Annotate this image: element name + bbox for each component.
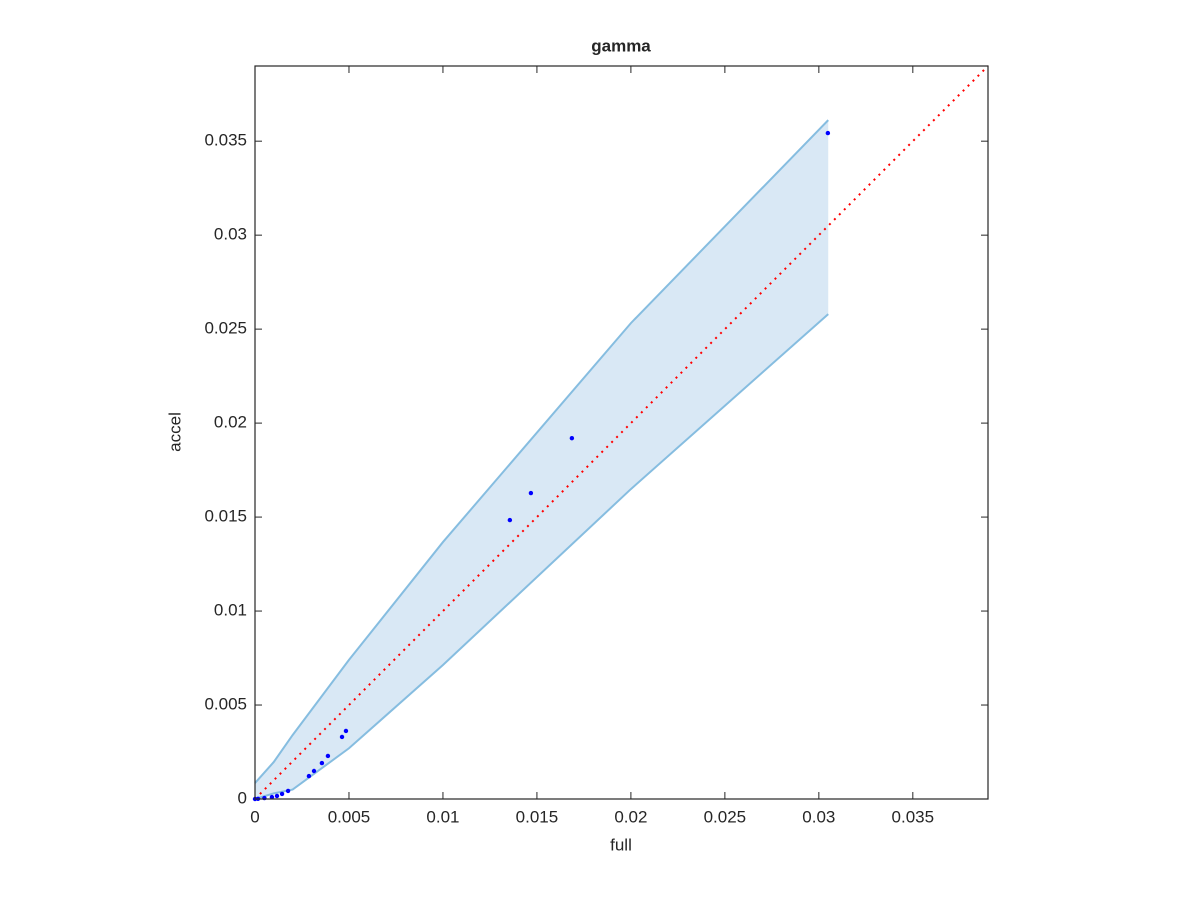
scatter-point <box>339 734 345 740</box>
y-tick-label: 0.005 <box>204 695 247 714</box>
scatter-point <box>262 795 267 801</box>
y-tick-label: 0.02 <box>214 413 247 432</box>
axes-box <box>254 65 989 800</box>
y-tick-label: 0.03 <box>214 225 247 244</box>
y-tick-label: 0.025 <box>204 319 247 338</box>
scatter-point <box>311 768 317 774</box>
reference-line <box>254 65 989 800</box>
x-tick-label: 0.02 <box>614 807 647 826</box>
scatter-point <box>269 794 275 800</box>
y-tick-label: 0 <box>238 788 247 807</box>
scatter-point <box>274 793 280 799</box>
x-tick-label: 0.01 <box>426 807 459 826</box>
x-axis-label: full <box>610 835 632 854</box>
x-tick-label: 0.035 <box>892 807 935 826</box>
scatter-point <box>528 490 534 496</box>
scatter-point <box>325 753 331 759</box>
x-tick-label: 0.015 <box>516 807 559 826</box>
chart-title: gamma <box>591 36 651 55</box>
scatter-point <box>306 773 312 779</box>
x-tick-label: 0.03 <box>802 807 835 826</box>
x-tick-label: 0 <box>250 807 259 826</box>
scatter-point <box>825 130 831 136</box>
scatter-point <box>285 788 291 794</box>
band-lower <box>254 313 829 800</box>
scatter-point <box>507 517 513 523</box>
scatter-point <box>343 728 349 734</box>
scatter-point <box>569 435 575 441</box>
scatter-point <box>279 791 285 797</box>
confidence-band <box>255 120 829 800</box>
y-tick-label: 0.015 <box>204 507 247 526</box>
y-tick-label: 0.035 <box>204 131 247 150</box>
y-axis-label: accel <box>165 412 184 452</box>
y-tick-label: 0.01 <box>214 601 247 620</box>
x-tick-label: 0.005 <box>328 807 371 826</box>
x-tick-label: 0.025 <box>704 807 747 826</box>
scatter-point <box>319 760 325 766</box>
band-upper <box>254 119 829 784</box>
